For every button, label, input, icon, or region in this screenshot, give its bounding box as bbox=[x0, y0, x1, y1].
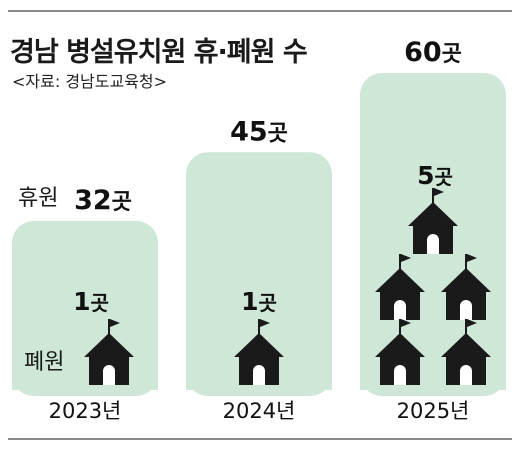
house-part bbox=[394, 365, 406, 385]
closed-value-label: 5곳 bbox=[417, 161, 453, 190]
suspended-label-text: 휴원 bbox=[18, 186, 59, 211]
suspended-value-label: 32곳 bbox=[74, 185, 132, 216]
house-part bbox=[441, 333, 491, 385]
school-house-icon bbox=[375, 254, 425, 320]
x-tick-label: 2024년 bbox=[223, 399, 296, 423]
suspended-value-label-unit: 곳 bbox=[442, 42, 462, 67]
school-house-icon bbox=[441, 254, 491, 320]
suspended-value-label-unit: 곳 bbox=[112, 190, 132, 215]
house-part bbox=[408, 202, 458, 254]
school-house-icon bbox=[408, 188, 458, 254]
house-part bbox=[399, 254, 401, 270]
school-house-icon bbox=[375, 319, 425, 385]
suspended-value-label-unit: 곳 bbox=[268, 121, 288, 146]
school-house-icon bbox=[234, 319, 284, 385]
house-part bbox=[103, 365, 115, 385]
suspended-value-label: 60곳 bbox=[404, 37, 462, 68]
closed-value-label-unit: 곳 bbox=[435, 165, 453, 189]
house-part bbox=[465, 319, 467, 335]
closed-series-label: 폐원 bbox=[24, 350, 65, 375]
closed-value-label: 1곳 bbox=[73, 287, 109, 316]
suspended-value-label-number: 60 bbox=[404, 37, 442, 68]
house-part bbox=[441, 268, 491, 320]
house-part bbox=[401, 319, 411, 327]
house-part bbox=[258, 319, 260, 335]
house-part bbox=[234, 333, 284, 385]
house-part bbox=[394, 300, 406, 320]
house-part bbox=[460, 365, 472, 385]
house-part bbox=[401, 254, 411, 262]
house-part bbox=[108, 319, 110, 335]
house-part bbox=[84, 333, 134, 385]
chart-title: 경남 병설유치원 휴·폐원 수 bbox=[10, 37, 308, 68]
house-part bbox=[465, 254, 467, 270]
house-part bbox=[460, 300, 472, 320]
closed-value-label-unit: 곳 bbox=[259, 291, 277, 315]
house-part bbox=[375, 333, 425, 385]
house-part bbox=[110, 319, 120, 327]
suspended-value-label-number: 32 bbox=[74, 185, 112, 216]
closed-value-label-number: 1 bbox=[73, 287, 90, 316]
chart-source: <자료: 경남도교육청> bbox=[12, 72, 168, 91]
suspended-series-label: 휴원 bbox=[18, 180, 58, 212]
closed-value-label-unit: 곳 bbox=[91, 291, 109, 315]
closed-value-label-number: 5 bbox=[417, 161, 434, 190]
house-part bbox=[399, 319, 401, 335]
bar-suspended-2024년 bbox=[186, 152, 332, 396]
school-house-icon bbox=[441, 319, 491, 385]
house-part bbox=[427, 234, 439, 254]
house-part bbox=[467, 254, 477, 262]
house-part bbox=[467, 319, 477, 327]
top-rule bbox=[8, 10, 512, 12]
closed-value-label-number: 1 bbox=[241, 287, 258, 316]
bottom-rule bbox=[8, 438, 512, 440]
house-part bbox=[375, 268, 425, 320]
closed-value-label: 1곳 bbox=[241, 287, 277, 316]
house-part bbox=[260, 319, 270, 327]
suspended-value-label-number: 45 bbox=[230, 116, 268, 147]
suspended-value-label: 45곳 bbox=[230, 116, 288, 147]
school-house-icon bbox=[84, 319, 134, 385]
x-tick-label: 2023년 bbox=[49, 399, 122, 423]
bar-base bbox=[12, 366, 158, 390]
x-tick-label: 2025년 bbox=[397, 399, 470, 423]
house-part bbox=[432, 188, 434, 204]
house-part bbox=[434, 188, 444, 196]
house-part bbox=[253, 365, 265, 385]
